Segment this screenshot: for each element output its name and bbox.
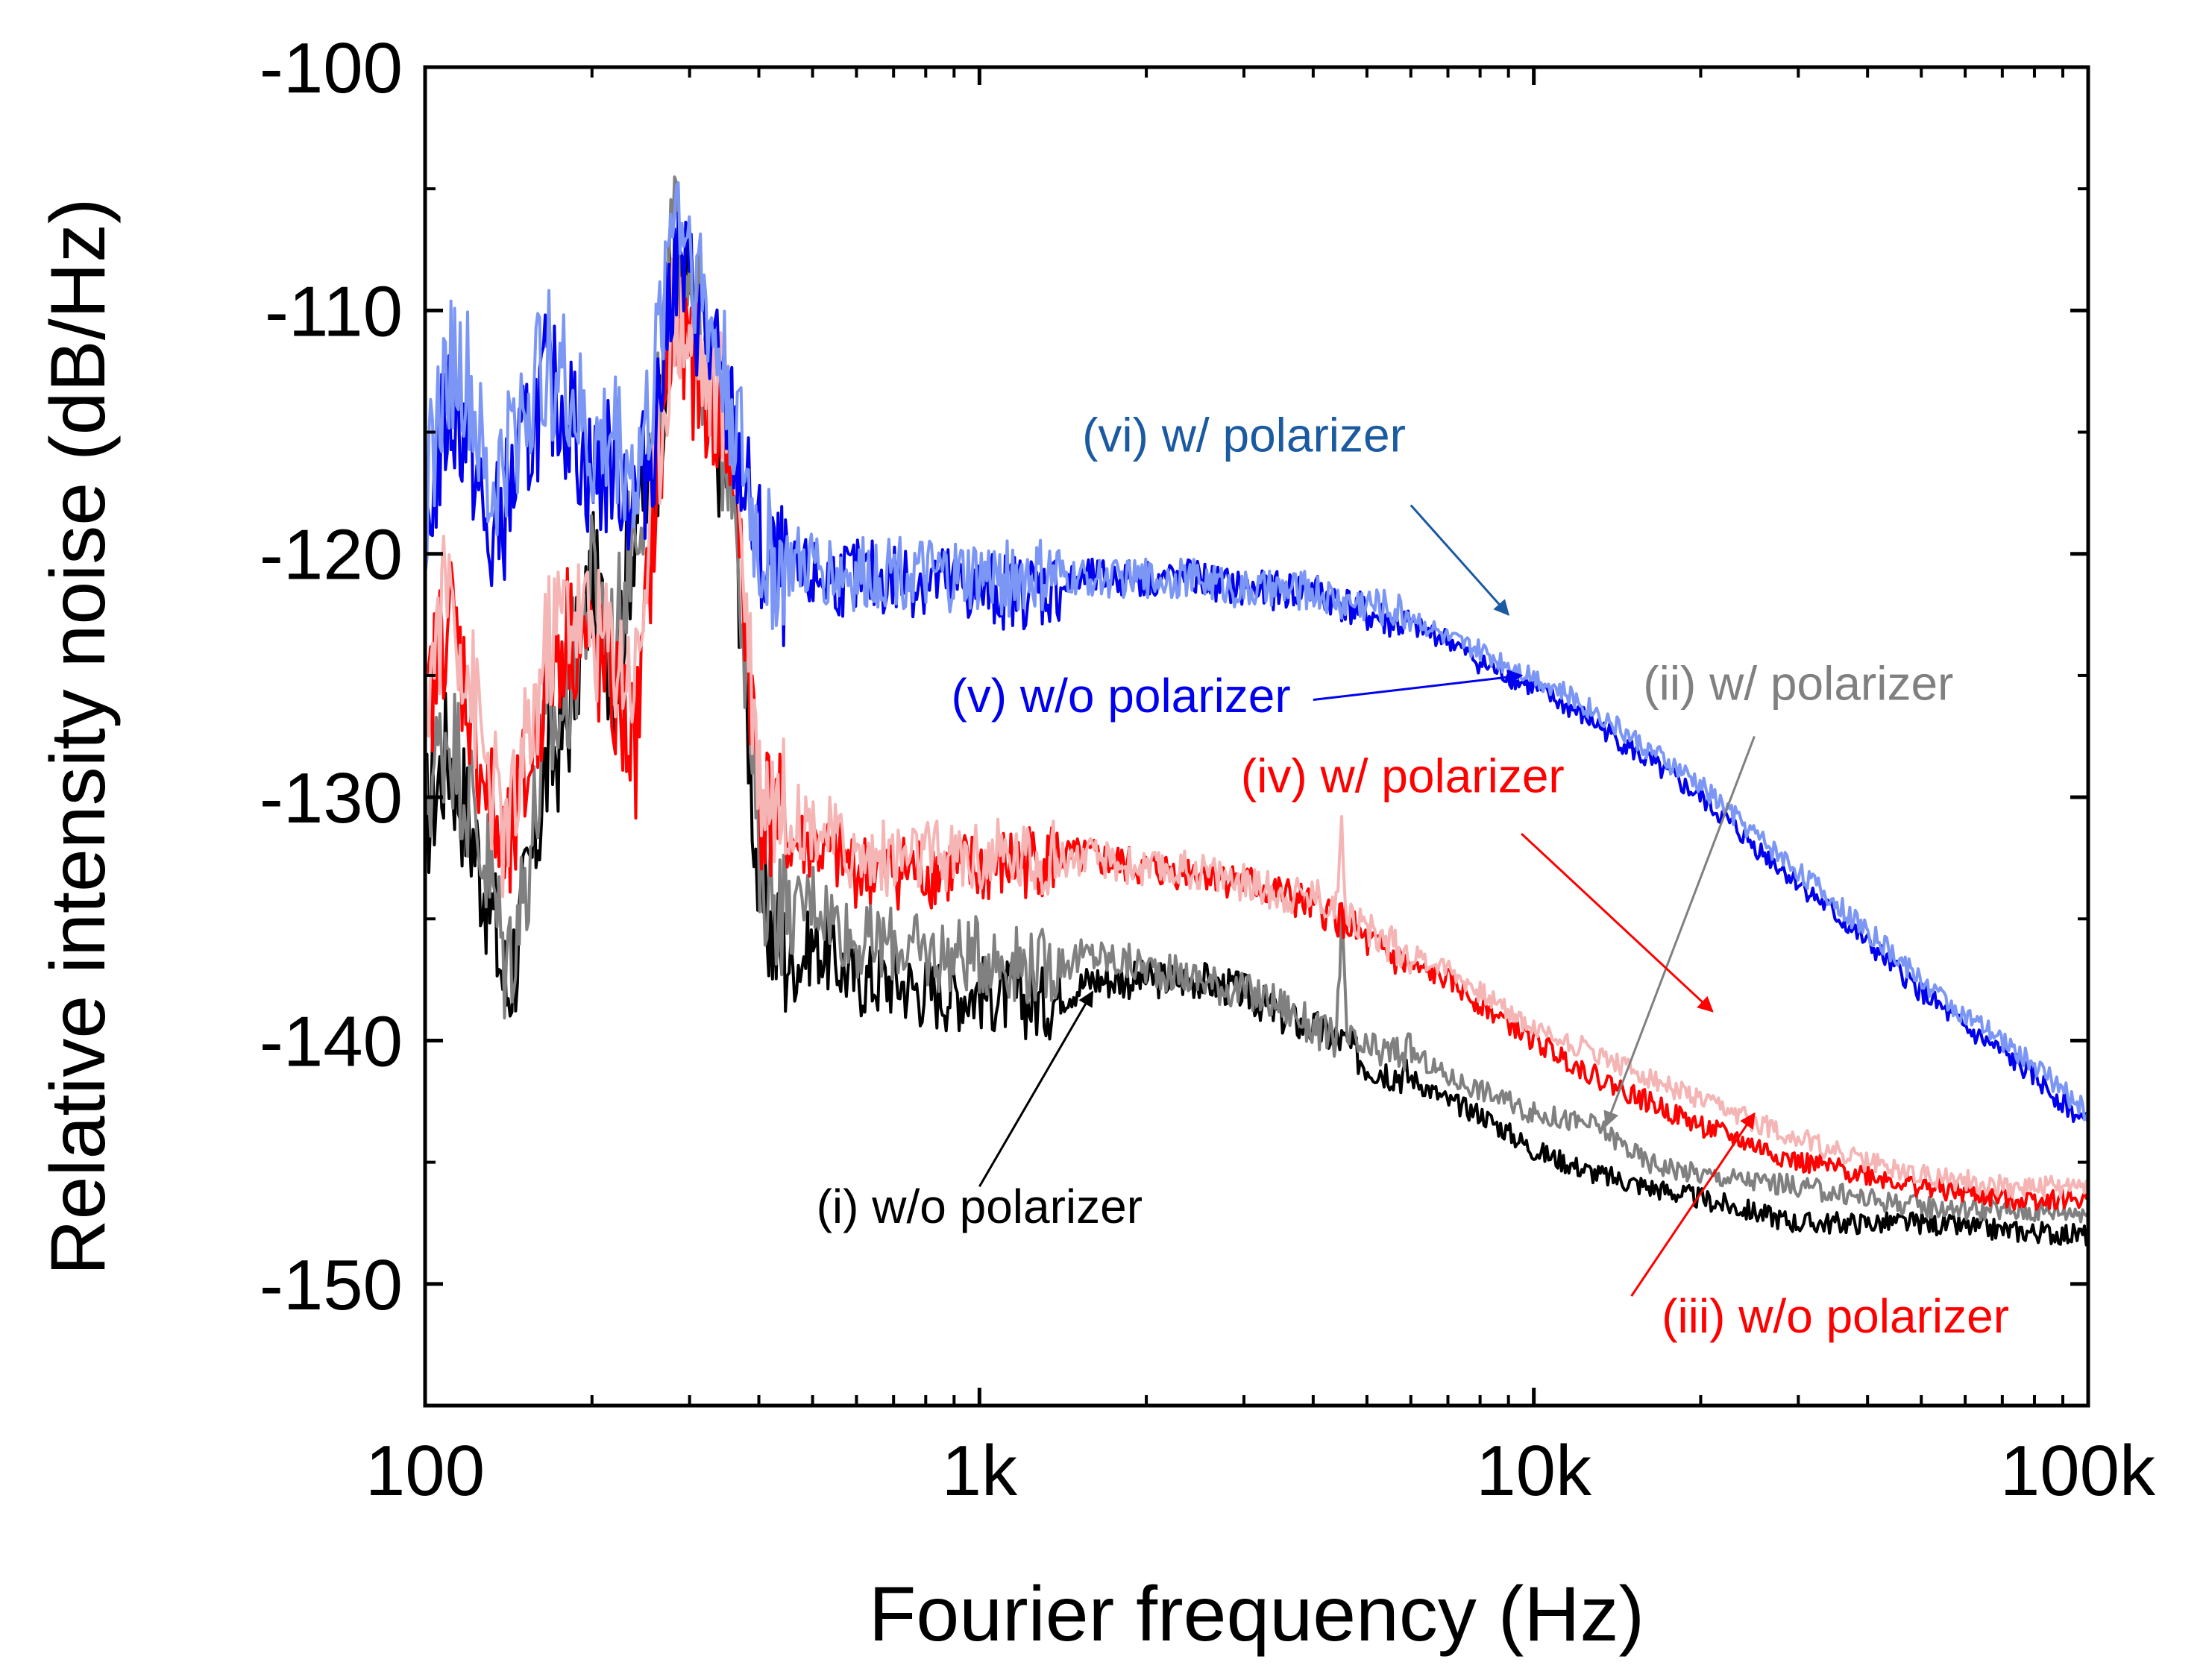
series-layer bbox=[424, 175, 2090, 1247]
annotation-label: (iii) w/o polarizer bbox=[1662, 1289, 2009, 1343]
series-line bbox=[424, 175, 2090, 1224]
annotation-arrow bbox=[1313, 669, 1524, 702]
x-tick-label: 100k bbox=[2000, 1431, 2156, 1511]
annotation-label: (ii) w/ polarizer bbox=[1643, 657, 1953, 711]
annotation-arrow bbox=[1630, 1112, 1756, 1297]
annotation-label: (vi) w/ polarizer bbox=[1082, 409, 1406, 462]
annotation-layer: (i) w/o polarizer (ii) w/ polarizer (iii) … bbox=[817, 409, 2009, 1343]
x-tick-label: 10k bbox=[1476, 1431, 1592, 1511]
x-tick-label: 1k bbox=[942, 1431, 1018, 1511]
annotation-arrow bbox=[978, 990, 1094, 1188]
y-tick-label: -110 bbox=[265, 271, 403, 351]
annotation-label: (i) w/o polarizer bbox=[817, 1180, 1143, 1233]
y-tick-label: -100 bbox=[260, 28, 403, 108]
y-tick-label: -150 bbox=[260, 1245, 403, 1325]
y-tick-label: -120 bbox=[260, 515, 403, 595]
y-axis-title: Relative intensity noise (dB/Hz) bbox=[35, 198, 122, 1275]
annotation-arrow bbox=[1521, 832, 1714, 1013]
y-tick-label: -140 bbox=[260, 1001, 403, 1081]
x-axis-title: Fourier frequency (Hz) bbox=[869, 1571, 1644, 1658]
x-tick-label: 100 bbox=[365, 1431, 485, 1511]
series-line bbox=[424, 181, 2090, 1121]
annotation-arrow bbox=[1410, 504, 1510, 616]
annotation-label: (iv) w/ polarizer bbox=[1241, 749, 1565, 803]
series-line bbox=[424, 257, 2090, 1199]
plot-frame bbox=[423, 65, 2090, 1408]
axes-layer: -100 -110 -120 -130 -140 -150 100 1k 10k 100k bbox=[260, 28, 2156, 1511]
annotation-arrow bbox=[1603, 735, 1756, 1127]
annotation-label: (v) w/o polarizer bbox=[951, 669, 1290, 723]
y-tick-label: -130 bbox=[260, 758, 403, 838]
